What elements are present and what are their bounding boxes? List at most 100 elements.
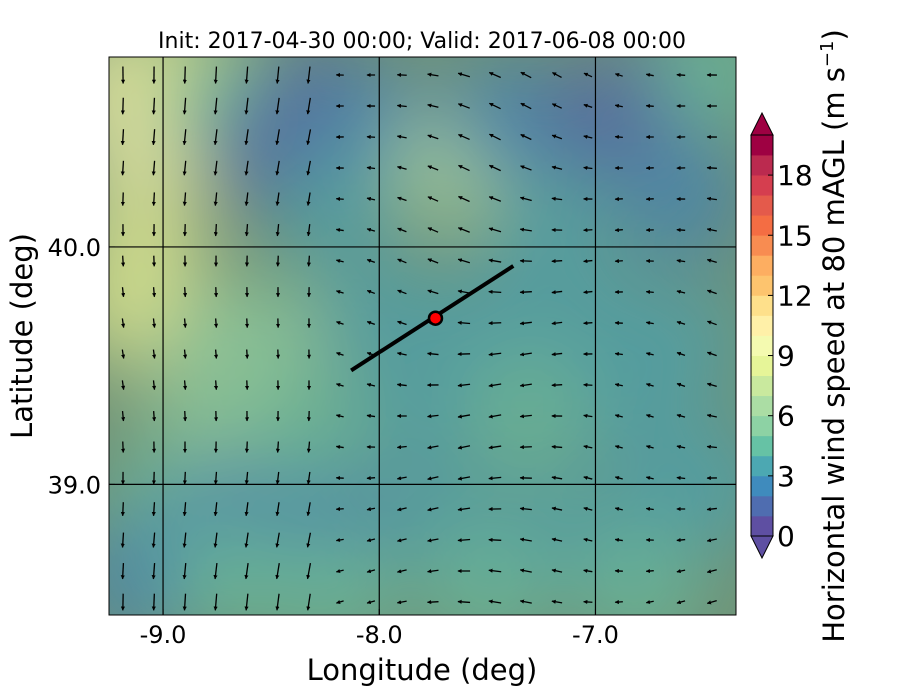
wind-vector [614,413,623,418]
wind-vector [182,502,187,517]
colorbar-bin [751,455,773,477]
wind-vector [366,538,376,543]
colorbar-bin [751,355,773,376]
wind-vector [335,444,344,450]
wind-vector [183,349,188,359]
colorbar-tick-label: 18 [777,159,813,192]
wind-vector [706,165,717,171]
wind-vector [396,569,407,574]
wind-vector [427,227,439,233]
wind-vector [583,413,593,418]
wind-vector [676,413,686,418]
wind-vector [583,506,593,511]
wind-vector [614,258,623,264]
wind-vector [676,475,686,481]
wind-vector [583,258,593,264]
wind-vector [306,66,311,84]
colorbar-bin [751,295,773,316]
wind-vector [366,227,376,232]
wind-vector [397,289,407,295]
wind-vector [213,502,218,517]
wind-vector [275,593,280,611]
wind-vector [275,532,280,548]
wind-vector [427,72,439,77]
wind-vector [213,471,218,485]
colorbar-bin [751,315,773,336]
wind-vector [335,196,344,202]
colorbar-bins [751,135,773,537]
wind-vector [366,134,376,140]
chart-title: Init: 2017-04-30 00:00; Valid: 2017-06-0… [158,29,686,54]
wind-vector [457,227,470,233]
wind-vector [152,287,157,298]
wind-vector [275,471,280,485]
wind-vector [396,72,407,78]
wind-vector [244,502,249,517]
wind-vector [488,383,502,388]
wind-vector [488,445,502,450]
wind-vector [396,382,407,387]
wind-vector [583,134,593,139]
wind-vector [182,287,188,298]
wind-vector [519,196,532,202]
wind-vector [676,320,686,325]
wind-vector [151,532,156,548]
wind-vector [551,134,563,140]
wind-vector [520,133,532,141]
wind-vector [519,445,532,450]
wind-vector [183,318,188,328]
x-axis-label: Longitude (deg) [307,653,538,687]
wind-vector [519,352,532,357]
wind-vector [614,351,623,357]
x-tick-label: -7.0 [572,621,619,649]
wind-vector [275,224,280,237]
wind-vector [457,538,471,543]
wind-vector [120,97,125,115]
wind-vector [457,599,471,604]
colorbar-bin [751,375,773,397]
wind-vector [706,507,717,512]
wind-vector [120,502,125,517]
wind-vector [151,97,156,115]
wind-vector [551,383,563,388]
wind-vector [213,97,218,115]
wind-vector [366,600,376,605]
colorbar-bin [751,435,773,457]
wind-vector [151,192,156,206]
wind-vector [151,563,156,580]
wind-vector [583,103,593,109]
wind-vector [458,195,470,203]
colorbar: 0 3 6 9 12 15 18 Horizontal wind speed at 80 m… [750,29,851,643]
wind-vector [583,72,593,78]
wind-vector [396,600,407,605]
wind-vector [488,352,502,357]
wind-vector [457,507,471,512]
wind-vector [182,66,187,84]
wind-vector [152,349,157,359]
wind-vector [336,352,344,356]
field-sample [468,351,593,476]
wind-vector [244,532,249,548]
wind-vector [427,445,439,450]
field-sample [165,517,290,615]
wind-vector [182,192,187,206]
wind-vector [244,192,249,206]
wind-vector [457,258,471,264]
wind-vector [335,568,344,574]
colorbar-bin [751,215,773,236]
wind-vector [366,475,376,481]
wind-vector [151,129,156,146]
wind-vector [213,160,218,176]
wind-vector [706,538,717,543]
wind-vector [457,103,470,109]
wind-vector [488,289,502,294]
wind-vector [213,593,218,611]
x-tick-label: -8.0 [356,621,403,649]
wind-vector [676,382,686,387]
wind-vector [583,475,593,480]
wind-vector [520,102,532,110]
wind-vector [645,72,654,78]
wind-vector [244,129,249,146]
wind-vector [275,502,280,517]
wind-vector [706,382,717,388]
